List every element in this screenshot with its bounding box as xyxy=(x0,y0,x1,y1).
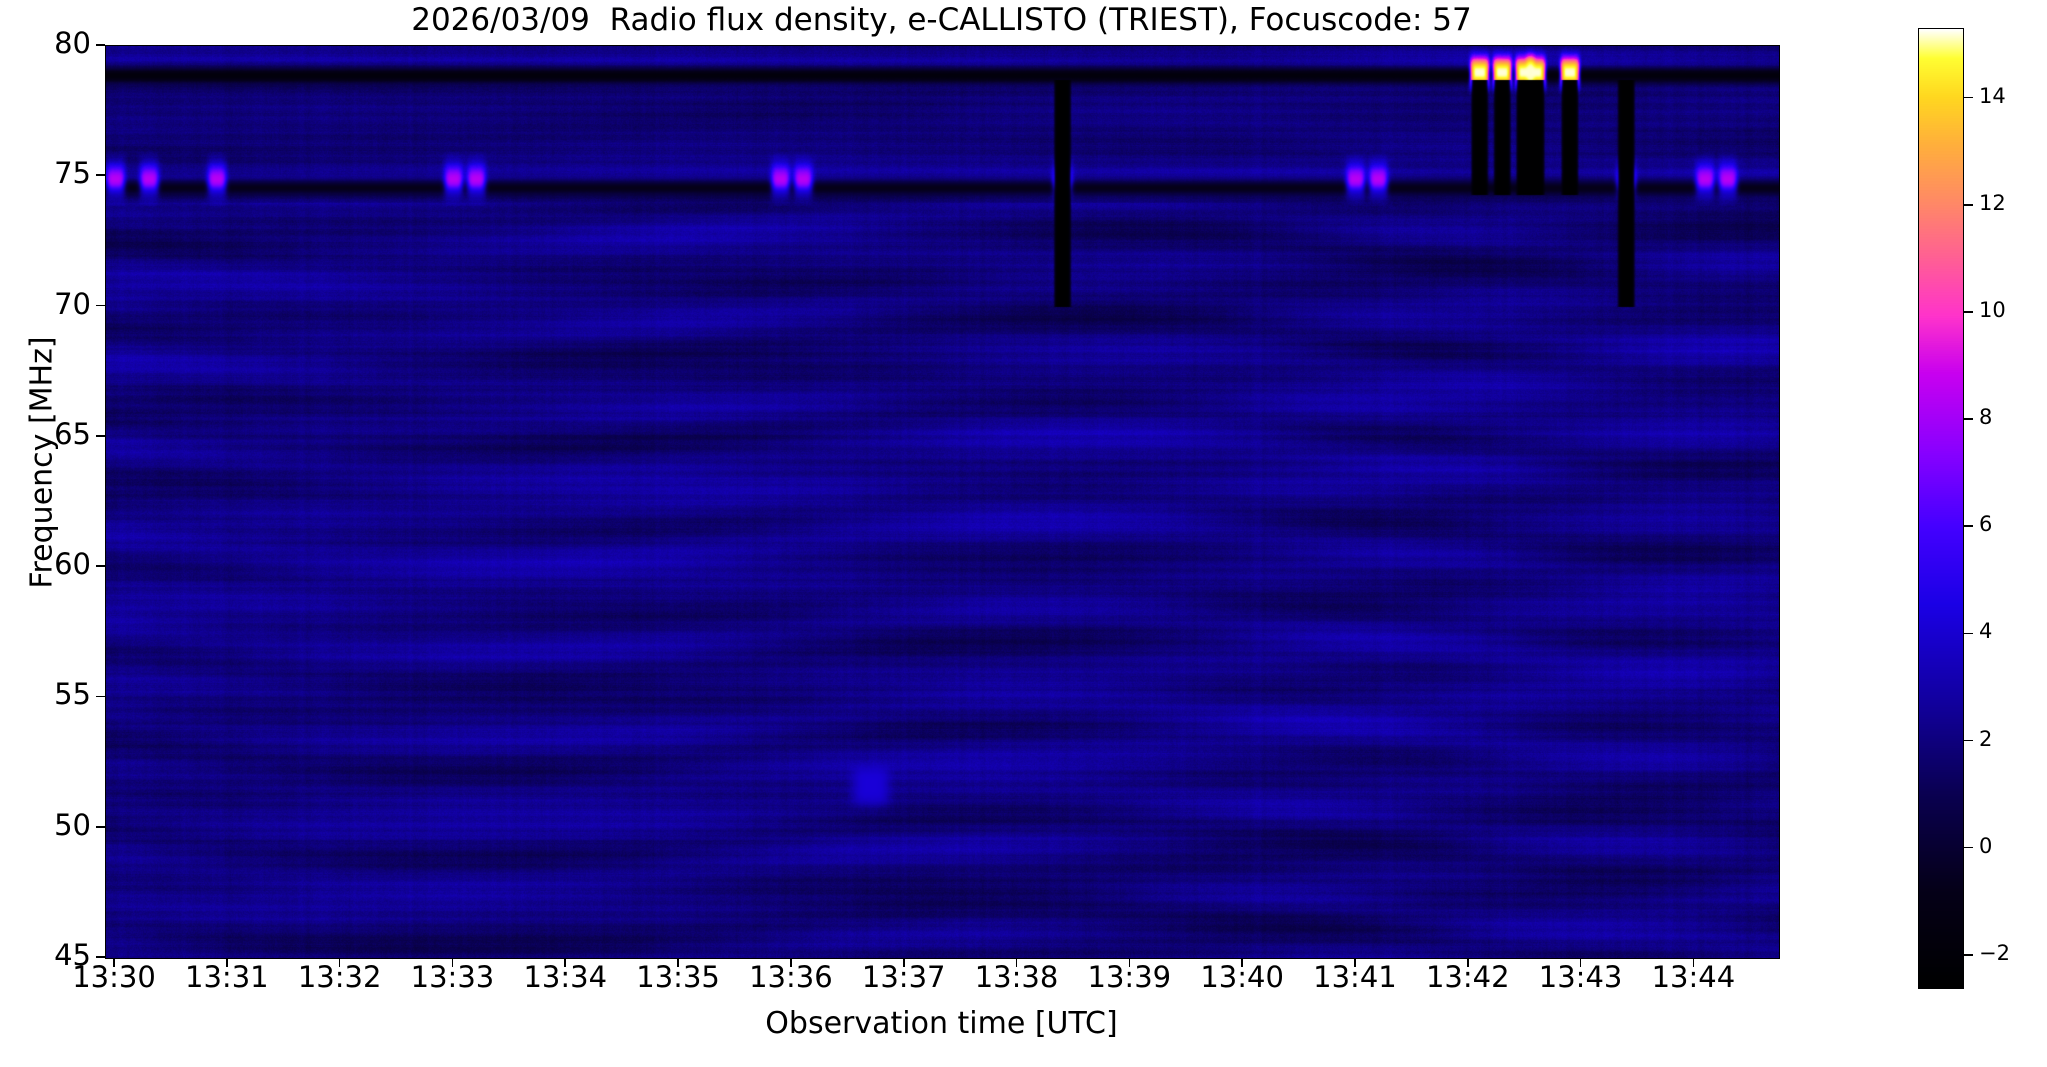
colorbar-tick-label: −2 xyxy=(1979,940,2010,965)
colorbar-tick-label: 4 xyxy=(1979,619,1993,644)
y-axis-tick-label: 80 xyxy=(54,26,91,60)
colorbar-tick-label: 6 xyxy=(1979,512,1993,537)
y-axis-tick-label: 50 xyxy=(54,807,91,842)
x-axis-tick-label: 13:39 xyxy=(1087,960,1172,994)
y-axis-label: Frequency [MHz] xyxy=(24,336,60,589)
colorbar-tick-label: 12 xyxy=(1979,190,2006,215)
colorbar-tick-label: 2 xyxy=(1979,726,1993,751)
colorbar-tick-mark xyxy=(1964,418,1973,420)
y-axis-tick-mark xyxy=(96,174,105,177)
x-axis-tick-label: 13:34 xyxy=(523,960,608,994)
page-title: 2026/03/09 Radio flux density, e-CALLIST… xyxy=(411,2,1472,38)
x-axis-tick-mark xyxy=(790,958,792,967)
x-axis-tick-label: 13:35 xyxy=(636,960,720,994)
colorbar-tick-mark xyxy=(1964,203,1973,206)
colorbar-tick-mark xyxy=(1964,311,1973,313)
spectrogram-image xyxy=(106,46,1779,958)
colorbar-tick-mark xyxy=(1964,632,1973,635)
y-axis-tick-label: 55 xyxy=(54,677,91,712)
y-axis-tick-label: 65 xyxy=(54,416,91,451)
colorbar-gradient xyxy=(1919,29,1963,988)
x-axis-tick-mark xyxy=(564,958,567,967)
y-axis-tick-mark xyxy=(96,435,105,437)
y-axis-tick-mark xyxy=(96,44,105,46)
x-axis-tick-mark xyxy=(1241,958,1243,967)
x-axis-tick-label: 13:36 xyxy=(749,960,833,994)
y-axis-tick-label: 70 xyxy=(54,286,91,321)
x-axis-tick-label: 13:31 xyxy=(185,960,269,994)
x-axis-label: Observation time [UTC] xyxy=(765,1006,1118,1041)
x-axis-tick-mark xyxy=(1015,958,1018,967)
y-axis-tick-mark xyxy=(96,695,105,698)
x-axis-tick-label: 13:41 xyxy=(1313,960,1397,994)
x-axis-tick-label: 13:33 xyxy=(410,960,495,994)
y-axis-tick-label: 75 xyxy=(54,156,91,191)
x-axis-tick-label: 13:30 xyxy=(72,960,156,994)
colorbar-tick-label: 14 xyxy=(1979,83,2006,108)
x-axis-tick-mark xyxy=(451,958,454,967)
y-axis-tick-mark xyxy=(96,565,105,567)
y-axis-tick-mark xyxy=(96,304,105,307)
colorbar-tick-mark xyxy=(1964,525,1973,528)
x-axis-tick-label: 13:44 xyxy=(1651,960,1736,994)
x-axis-tick-label: 13:38 xyxy=(974,960,1059,994)
colorbar[interactable] xyxy=(1918,28,1964,989)
x-axis-tick-mark xyxy=(1692,958,1695,967)
colorbar-tick-mark xyxy=(1964,846,1973,849)
x-axis-tick-label: 13:42 xyxy=(1425,960,1510,994)
y-axis-tick-mark xyxy=(96,825,105,828)
x-axis-tick-mark xyxy=(338,958,341,967)
x-axis-tick-label: 13:37 xyxy=(861,960,946,994)
colorbar-tick-label: 0 xyxy=(1979,833,1993,858)
y-axis-tick-label: 60 xyxy=(54,547,91,582)
x-axis-tick-mark xyxy=(1579,958,1582,967)
colorbar-tick-mark xyxy=(1964,739,1973,742)
x-axis-tick-mark xyxy=(1466,958,1469,967)
colorbar-tick-label: 10 xyxy=(1979,297,2006,322)
x-axis-tick-mark xyxy=(113,958,115,967)
colorbar-tick-mark xyxy=(1964,954,1973,956)
colorbar-tick-label: 8 xyxy=(1979,405,1993,430)
x-axis-tick-mark xyxy=(1354,958,1356,967)
x-axis-tick-label: 13:40 xyxy=(1200,960,1284,994)
y-axis-tick-label: 45 xyxy=(54,938,91,972)
x-axis-tick-mark xyxy=(902,958,905,967)
x-axis-tick-label: 13:32 xyxy=(297,960,382,994)
colorbar-tick-mark xyxy=(1964,96,1973,99)
x-axis-tick-mark xyxy=(226,958,228,967)
x-axis-tick-mark xyxy=(677,958,679,967)
x-axis-tick-mark xyxy=(1128,958,1131,967)
x-axis-tick-label: 13:43 xyxy=(1538,960,1623,994)
y-axis-tick-mark xyxy=(96,956,105,958)
spectrogram-axes[interactable] xyxy=(105,45,1780,959)
